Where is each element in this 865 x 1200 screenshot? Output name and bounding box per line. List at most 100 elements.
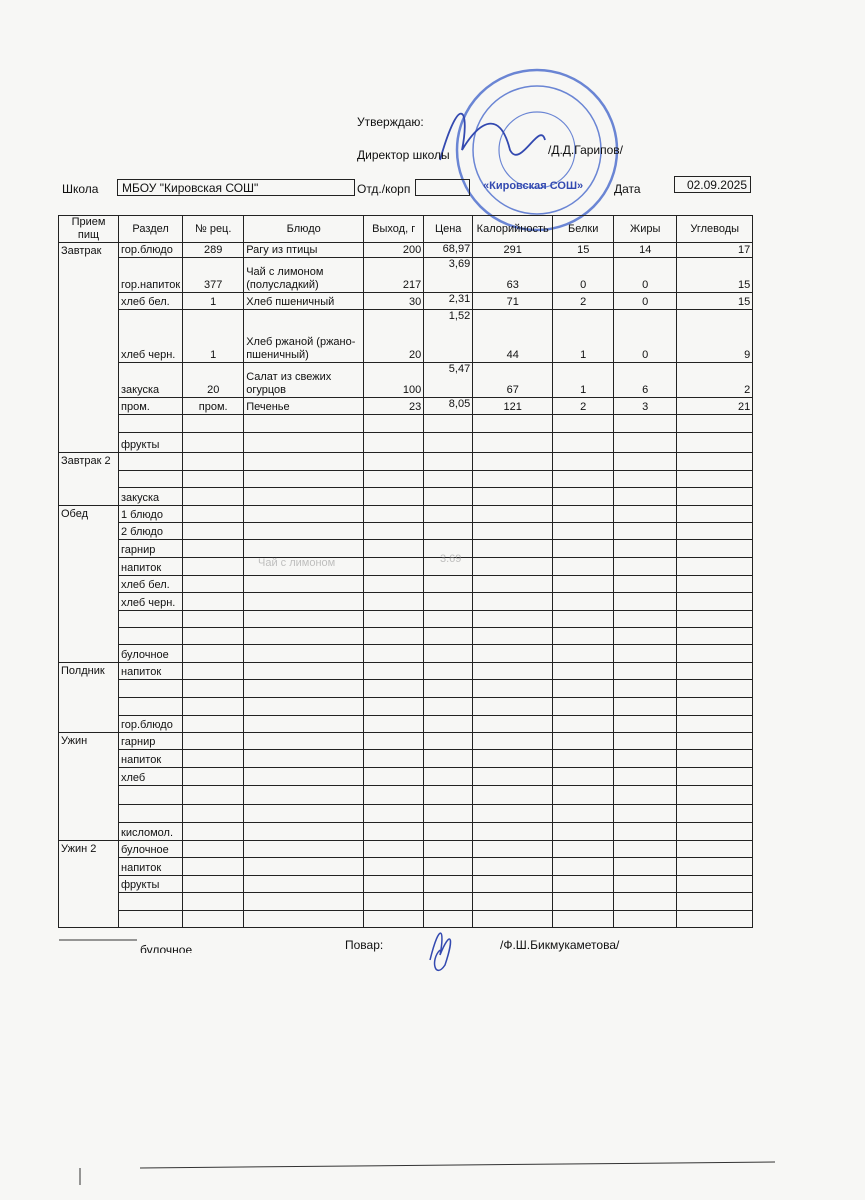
header-cell: Жиры [613,215,678,243]
menu-cell: напиток [117,857,184,876]
empty-cell [363,414,425,433]
empty-cell [613,715,678,733]
empty-cell [423,910,474,928]
empty-cell [472,505,554,523]
menu-cell: 1 блюдо [117,505,184,523]
header-row: Прием пищ Раздел № рец. Блюдо Выход, г Цена Ка… [58,215,754,243]
empty-cell [676,875,754,893]
empty-cell [552,910,615,928]
menu-cell: Чай с лимоном (полусладкий) [243,257,365,293]
menu-cell: 291 [472,242,554,258]
menu-row [59,610,754,628]
empty-cell [676,804,754,823]
empty-cell [423,470,474,488]
empty-cell [363,679,425,698]
empty-cell [552,767,615,786]
empty-cell [613,610,678,628]
empty-cell [423,732,474,750]
empty-cell [552,892,615,911]
menu-cell: 2 [552,397,615,415]
empty-cell [552,470,615,488]
empty-cell [182,610,245,628]
empty-cell [552,505,615,523]
empty-cell [552,432,615,453]
empty-cell [243,470,365,488]
empty-cell [676,610,754,628]
cook-label: Повар: [345,938,384,952]
menu-cell: 1 [552,362,615,398]
menu-cell: 200 [363,242,425,258]
empty-cell [613,749,678,768]
empty-cell [117,610,184,628]
empty-cell [363,892,425,911]
empty-cell [182,892,245,911]
header-cell: Цена [423,215,474,243]
empty-cell [472,767,554,786]
empty-cell [243,432,365,453]
menu-cell: 15 [676,292,754,310]
empty-cell [613,679,678,698]
menu-row: фрукты [59,875,754,893]
empty-cell [552,732,615,750]
empty-cell [182,487,245,506]
empty-cell [552,644,615,663]
menu-cell: 3,69 [423,257,474,293]
empty-cell [182,575,245,593]
empty-cell [472,644,554,663]
empty-cell [363,627,425,645]
empty-cell [472,749,554,768]
menu-row: гор.напиток 377 Чай с лимоном (полусладкий… [59,257,754,293]
empty-cell [363,840,425,858]
menu-row: напиток [59,749,754,768]
empty-cell [182,785,245,805]
signature [429,932,452,972]
empty-cell [472,715,554,733]
menu-cell: 5,47 [423,362,474,398]
school-label: Школа [62,182,99,196]
menu-cell: Рагу из птицы [243,242,365,258]
header-cell: Углеводы [676,215,754,243]
empty-cell [243,732,365,750]
menu-cell: хлеб [117,767,184,786]
empty-cell [676,575,754,593]
ghost-dish: Чай с лимоном [258,557,336,569]
menu-cell: 63 [472,257,554,293]
menu-cell: 1 [182,309,245,363]
menu-cell: булочное [117,644,184,663]
empty-cell [613,539,678,558]
empty-cell [363,822,425,841]
empty-cell [243,505,365,523]
empty-cell [363,732,425,750]
menu-cell: Хлеб пшеничный [243,292,365,310]
header-cell: № рец. [182,215,245,243]
menu-row: хлеб [59,767,754,786]
empty-cell [243,627,365,645]
school: МБОУ "Кировская СОШ" [117,179,355,196]
menu-row: пром. пром. Печенье 23 8,05 121 2 3 21 [59,397,754,415]
empty-cell [117,697,184,716]
empty-cell [243,679,365,698]
empty-cell [472,679,554,698]
header-cell: Блюдо [243,215,365,243]
menu-cell: 71 [472,292,554,310]
empty-cell [472,557,554,576]
menu-cell: Салат из свежих огурцов [243,362,365,398]
menu-cell: 30 [363,292,425,310]
empty-cell [243,804,365,823]
empty-cell [552,840,615,858]
empty-cell [472,732,554,750]
empty-cell [423,575,474,593]
empty-cell [423,715,474,733]
empty-cell [552,785,615,805]
empty-cell [423,414,474,433]
empty-cell [676,715,754,733]
menu-cell: 0 [613,309,678,363]
empty-cell [472,892,554,911]
menu-cell: 121 [472,397,554,415]
meal-cell: Завтрак [58,242,119,453]
empty-cell [182,539,245,558]
menu-cell: 289 [182,242,245,258]
empty-cell [472,822,554,841]
empty-cell [676,892,754,911]
empty-cell [182,522,245,540]
